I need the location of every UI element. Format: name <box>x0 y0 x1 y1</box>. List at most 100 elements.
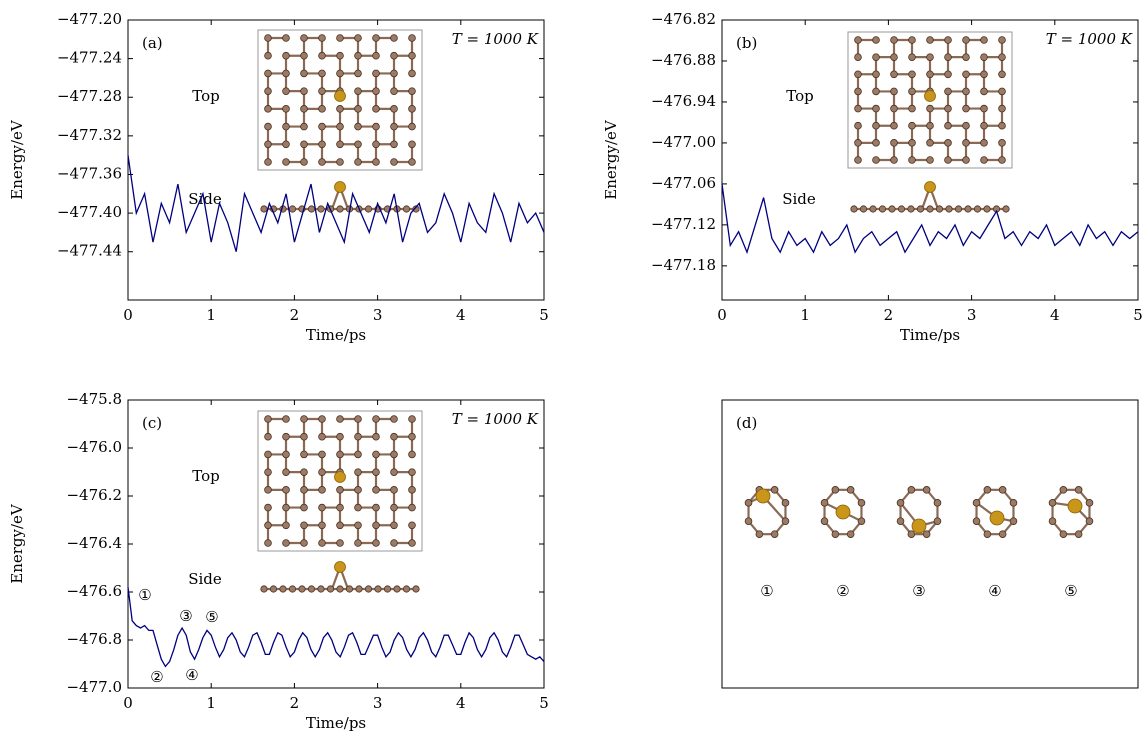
carbon-atom <box>973 499 980 506</box>
carbon-atom <box>384 586 390 592</box>
carbon-atom <box>927 54 934 61</box>
carbon-atom <box>1075 531 1082 538</box>
x-tick-label: 3 <box>373 306 383 324</box>
carbon-atom <box>337 70 344 77</box>
carbon-atom <box>409 469 416 476</box>
carbon-atom <box>283 486 290 493</box>
carbon-atom <box>337 52 344 59</box>
carbon-atom <box>973 518 980 525</box>
carbon-atom <box>355 88 362 95</box>
carbon-atom <box>301 504 308 511</box>
carbon-atom <box>999 157 1006 164</box>
carbon-atom <box>355 433 362 440</box>
carbon-atom <box>265 123 272 130</box>
x-tick-label: 1 <box>206 306 216 324</box>
y-axis-label: Energy/eV <box>8 503 26 584</box>
carbon-atom <box>337 451 344 458</box>
y-tick-label: −477.32 <box>57 126 122 144</box>
carbon-atom <box>847 486 854 493</box>
carbon-atom <box>337 206 343 212</box>
carbon-atom <box>999 139 1006 146</box>
carbon-atom <box>409 159 416 166</box>
carbon-atom <box>301 52 308 59</box>
carbon-atom <box>373 486 380 493</box>
carbon-atom <box>355 540 362 547</box>
carbon-atom <box>756 531 763 538</box>
figure: TopSide(a)T = 1000 K012345−477.20−477.24… <box>0 0 1143 740</box>
x-tick-label: 2 <box>290 306 300 324</box>
carbon-atom <box>898 206 904 212</box>
carbon-atom <box>391 35 398 42</box>
carbon-atom <box>963 139 970 146</box>
carbon-atom <box>391 88 398 95</box>
carbon-atom <box>265 540 272 547</box>
carbon-atom <box>847 531 854 538</box>
carbon-atom <box>909 139 916 146</box>
panel-label: (d) <box>736 414 757 432</box>
plot-frame <box>128 20 544 300</box>
carbon-atom <box>319 504 326 511</box>
structure-label: ③ <box>912 582 925 600</box>
carbon-atom <box>301 105 308 112</box>
annotation: ⑤ <box>205 608 218 626</box>
carbon-atom <box>1049 518 1056 525</box>
carbon-atom <box>934 499 941 506</box>
x-tick-label: 3 <box>373 694 383 712</box>
carbon-atom <box>891 37 898 44</box>
carbon-atom <box>1060 486 1067 493</box>
carbon-atom <box>927 105 934 112</box>
carbon-atom <box>301 35 308 42</box>
carbon-atom <box>373 141 380 148</box>
carbon-atom <box>283 522 290 529</box>
carbon-atom <box>337 522 344 529</box>
carbon-atom <box>265 141 272 148</box>
gold-atom <box>335 182 346 193</box>
carbon-atom <box>283 35 290 42</box>
carbon-atom <box>319 52 326 59</box>
carbon-atom <box>373 522 380 529</box>
carbon-atom <box>301 540 308 547</box>
carbon-atom <box>927 139 934 146</box>
carbon-atom <box>891 105 898 112</box>
carbon-atom <box>963 71 970 78</box>
carbon-atom <box>283 105 290 112</box>
carbon-atom <box>945 105 952 112</box>
carbon-atom <box>409 416 416 423</box>
carbon-atom <box>391 469 398 476</box>
carbon-atom <box>965 206 971 212</box>
x-axis-label: Time/ps <box>306 326 366 344</box>
carbon-atom <box>283 159 290 166</box>
structure-label: ⑤ <box>1064 582 1077 600</box>
carbon-atom <box>908 206 914 212</box>
carbon-atom <box>319 486 326 493</box>
y-tick-label: −476.6 <box>66 582 122 600</box>
temperature-label: T = 1000 K <box>1046 30 1133 48</box>
carbon-atom <box>373 469 380 476</box>
carbon-atom <box>984 486 991 493</box>
carbon-atom <box>981 88 988 95</box>
carbon-atom <box>337 141 344 148</box>
carbon-atom <box>1086 518 1093 525</box>
carbon-atom <box>265 504 272 511</box>
gold-atom <box>912 519 926 533</box>
carbon-atom <box>409 88 416 95</box>
carbon-atom <box>391 141 398 148</box>
carbon-atom <box>897 499 904 506</box>
temperature-label: T = 1000 K <box>452 30 539 48</box>
carbon-atom <box>265 416 272 423</box>
carbon-atom <box>963 88 970 95</box>
carbon-atom <box>319 35 326 42</box>
carbon-atom <box>963 105 970 112</box>
annotation: ④ <box>185 666 198 684</box>
top-label: Top <box>192 467 219 485</box>
carbon-atom <box>855 88 862 95</box>
carbon-atom <box>945 88 952 95</box>
carbon-atom <box>409 70 416 77</box>
carbon-atom <box>409 123 416 130</box>
carbon-atom <box>327 586 333 592</box>
carbon-atom <box>308 586 314 592</box>
carbon-atom <box>391 123 398 130</box>
carbon-atom <box>855 37 862 44</box>
carbon-atom <box>308 206 314 212</box>
carbon-atom <box>365 586 371 592</box>
